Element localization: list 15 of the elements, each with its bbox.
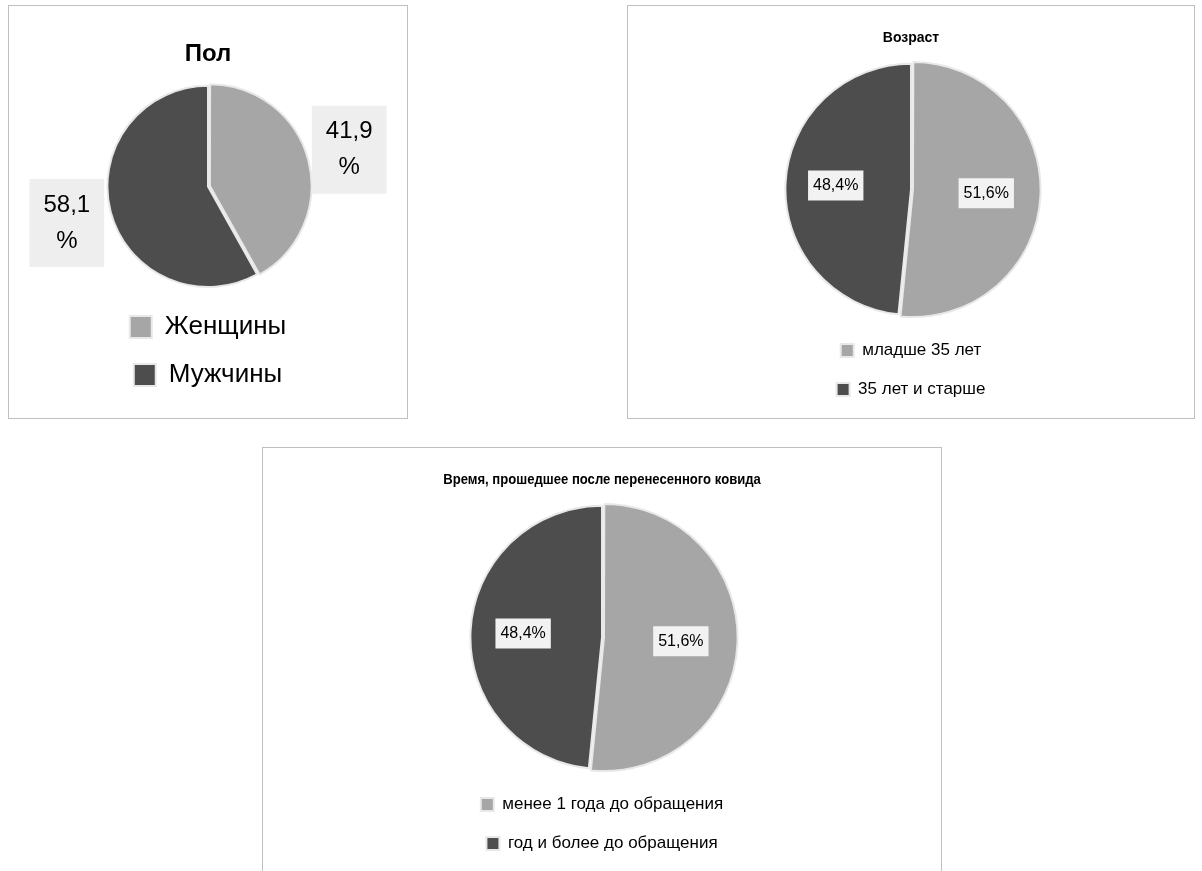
data-label: 41,9 % xyxy=(325,116,373,180)
chart-title: Время, прошедшее после перенесенного ковида xyxy=(443,471,762,488)
data-label: 48,4% xyxy=(813,176,859,194)
data-label: 58,1 % xyxy=(43,189,91,253)
legend-label: Мужчины xyxy=(168,358,283,389)
data-label: 51,6% xyxy=(963,183,1009,201)
data-label: 48,4% xyxy=(500,623,546,641)
legend-label: младше 35 лет xyxy=(862,340,982,360)
chart-title: Возраст xyxy=(882,29,940,46)
data-label: 51,6% xyxy=(658,631,704,649)
legend-label: 35 лет и старше xyxy=(858,379,986,399)
legend-label: год и более до обращения xyxy=(507,833,718,853)
legend-label: менее 1 года до обращения xyxy=(502,794,724,814)
legend-label: Женщины xyxy=(164,310,287,341)
chart-title: Пол xyxy=(184,39,232,67)
